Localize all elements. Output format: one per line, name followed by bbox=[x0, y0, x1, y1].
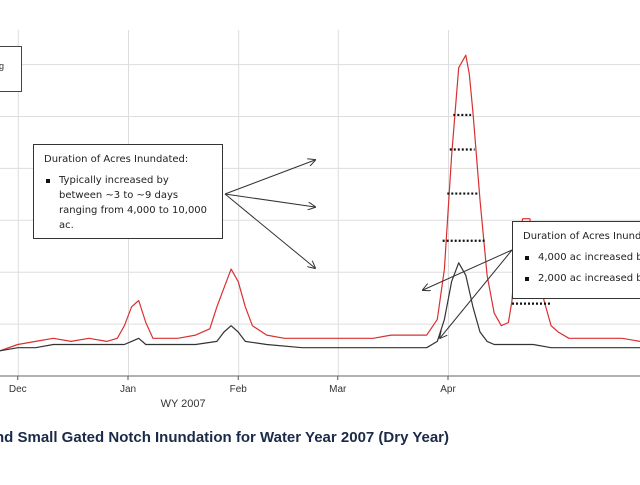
x-tick-label: Dec bbox=[9, 384, 27, 395]
x-tick-label: Apr bbox=[440, 384, 456, 395]
bullet-icon bbox=[46, 179, 50, 183]
callout-right-item-2: 2,000 ac increased by bbox=[523, 271, 640, 286]
figure-caption: nd Small Gated Notch Inundation for Wate… bbox=[0, 429, 450, 446]
bullet-icon bbox=[525, 256, 529, 260]
x-tick-label: Mar bbox=[329, 384, 347, 395]
callout-left-item: Typically increased by between ~3 to ~9 … bbox=[44, 173, 212, 233]
series-line-black bbox=[0, 262, 640, 352]
callout-arrow bbox=[423, 249, 513, 290]
callout-arrow bbox=[224, 193, 315, 268]
callout-arrow bbox=[224, 160, 315, 195]
callout-left-title: Duration of Acres Inundated: bbox=[44, 154, 189, 165]
callout-arrow bbox=[224, 193, 315, 207]
callout-right-item-2-text: 2,000 ac increased by bbox=[538, 273, 640, 284]
series-line-red bbox=[0, 54, 640, 352]
legend-text-1: ging bbox=[0, 61, 4, 71]
callout-arrow bbox=[440, 249, 513, 338]
x-tick-label: Jan bbox=[120, 384, 136, 395]
callout-right: Duration of Acres Inunda 4,000 ac increa… bbox=[512, 221, 640, 299]
callout-right-title: Duration of Acres Inunda bbox=[523, 231, 640, 242]
callout-right-item-1: 4,000 ac increased by bbox=[523, 250, 640, 265]
x-tick-label: Feb bbox=[230, 384, 248, 395]
legend-box: ging m bbox=[0, 46, 22, 92]
callout-right-item-1-text: 4,000 ac increased by bbox=[538, 252, 640, 263]
callout-left: Duration of Acres Inundated: Typically i… bbox=[33, 144, 223, 239]
bullet-icon bbox=[525, 277, 529, 281]
callout-left-item-text: Typically increased by between ~3 to ~9 … bbox=[59, 175, 208, 231]
x-axis-label: WY 2007 bbox=[161, 398, 206, 410]
